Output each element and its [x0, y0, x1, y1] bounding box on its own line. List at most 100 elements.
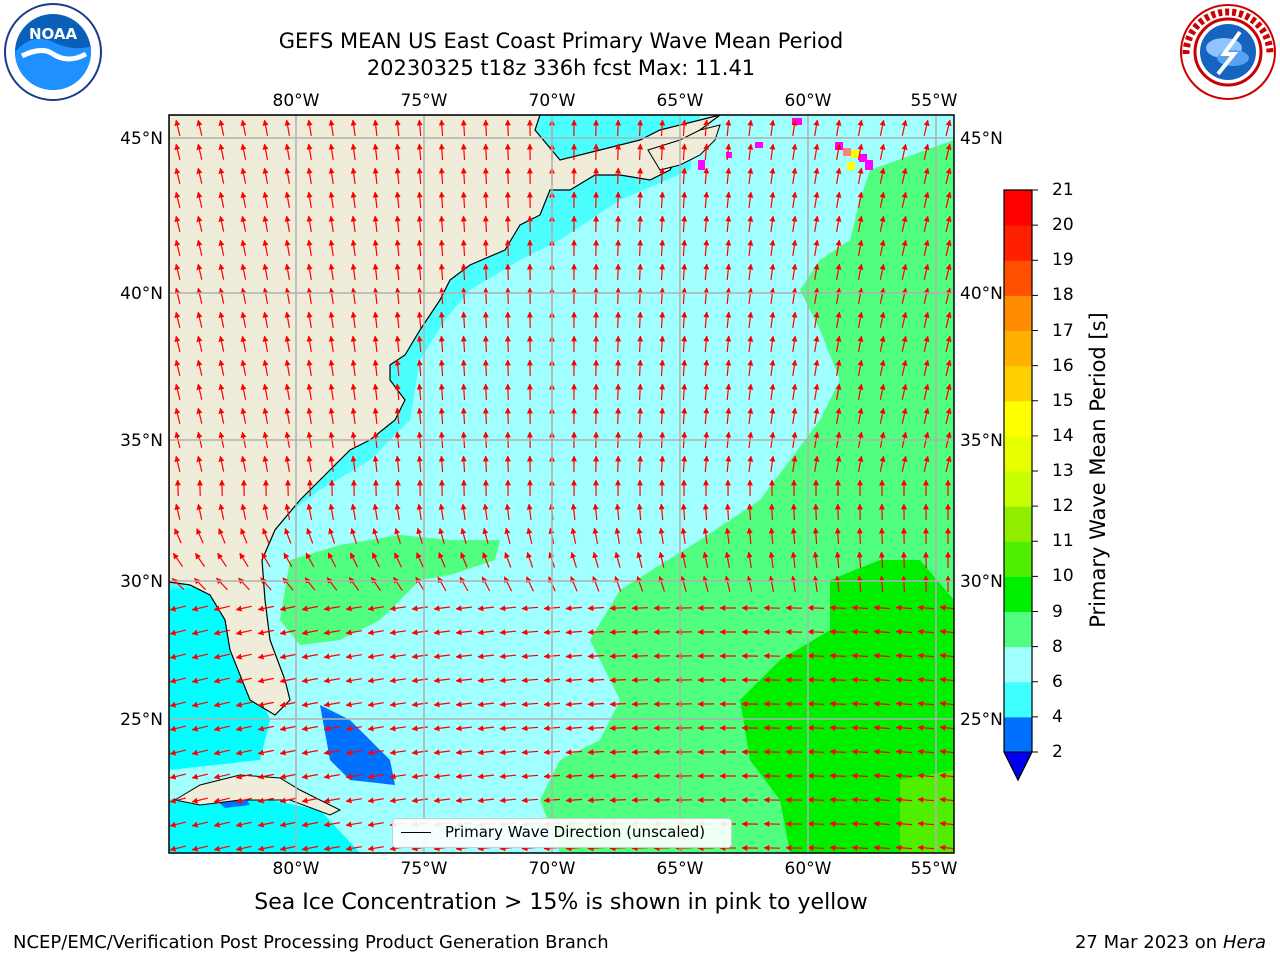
- wave-direction-arrow: [879, 335, 886, 352]
- wave-direction-arrow: [372, 455, 379, 472]
- wave-direction-arrow: [879, 383, 886, 400]
- wave-direction-arrow: [609, 629, 627, 636]
- wave-direction-arrow: [279, 797, 296, 804]
- wave-direction-arrow: [416, 527, 423, 544]
- wave-direction-arrow: [813, 239, 820, 256]
- wave-direction-arrow: [196, 215, 203, 232]
- wave-direction-arrow: [521, 797, 539, 804]
- wave-direction-arrow: [790, 551, 797, 568]
- wave-direction-arrow: [636, 575, 644, 592]
- wave-direction-arrow: [724, 575, 731, 592]
- wave-direction-arrow: [790, 527, 797, 545]
- wave-direction-arrow: [284, 287, 291, 305]
- wave-direction-arrow: [191, 653, 208, 660]
- wave-direction-arrow: [813, 335, 820, 352]
- wave-direction-arrow: [372, 167, 379, 184]
- wave-direction-arrow: [372, 407, 379, 424]
- wave-direction-arrow: [703, 167, 710, 185]
- colorbar-tick-label: 14: [1052, 425, 1074, 446]
- wave-direction-arrow: [218, 359, 225, 376]
- wave-direction-arrow: [218, 311, 225, 328]
- wave-direction-arrow: [659, 239, 666, 257]
- lat-label-left: 35°N: [120, 431, 163, 451]
- wave-direction-arrow: [747, 263, 754, 280]
- wave-direction-arrow: [659, 455, 666, 473]
- wave-direction-arrow: [813, 191, 820, 208]
- wave-direction-arrow: [416, 335, 423, 353]
- wave-direction-arrow: [895, 724, 913, 731]
- wave-direction-arrow: [681, 167, 688, 185]
- wave-direction-arrow: [438, 455, 445, 473]
- wave-direction-arrow: [262, 407, 269, 425]
- wave-direction-arrow: [279, 773, 296, 780]
- wave-direction-arrow: [438, 359, 445, 377]
- wave-direction-arrow: [901, 287, 908, 304]
- wave-direction-arrow: [703, 455, 710, 473]
- wave-direction-arrow: [301, 797, 319, 804]
- wave-direction-arrow: [504, 143, 511, 161]
- wave-direction-arrow: [637, 167, 644, 185]
- wave-direction-arrow: [681, 407, 688, 425]
- wave-direction-arrow: [262, 239, 269, 257]
- wave-direction-arrow: [637, 263, 644, 281]
- wave-direction-arrow: [213, 605, 230, 612]
- lon-label-top: 80°W: [273, 91, 320, 111]
- wave-direction-arrow: [615, 335, 622, 353]
- wave-direction-arrow: [235, 797, 252, 804]
- wave-direction-arrow: [191, 821, 208, 828]
- wave-direction-arrow: [923, 407, 930, 424]
- colorbar-bin: [1004, 646, 1032, 683]
- wave-direction-arrow: [835, 383, 842, 401]
- wave-direction-arrow: [615, 359, 622, 377]
- wave-direction-arrow: [791, 263, 798, 280]
- wave-direction-arrow: [615, 455, 622, 473]
- wave-direction-arrow: [521, 653, 539, 660]
- lon-label-bottom: 80°W: [273, 859, 320, 879]
- wave-direction-arrow: [323, 821, 341, 828]
- wave-direction-arrow: [372, 215, 379, 232]
- wave-direction-arrow: [856, 527, 863, 545]
- wave-direction-arrow: [835, 359, 842, 377]
- wave-direction-arrow: [306, 407, 313, 424]
- wave-direction-arrow: [879, 191, 886, 208]
- wave-direction-arrow: [482, 191, 489, 209]
- wave-direction-arrow: [323, 677, 341, 684]
- wave-direction-arrow: [328, 383, 335, 400]
- wave-direction-arrow: [587, 797, 605, 804]
- colorbar-tick-label: 8: [1052, 636, 1063, 657]
- wave-direction-arrow: [174, 287, 181, 304]
- wave-direction-arrow: [218, 287, 225, 304]
- wave-direction-arrow: [477, 749, 495, 756]
- wave-direction-arrow: [174, 119, 181, 136]
- wave-direction-arrow: [389, 773, 406, 780]
- wave-direction-arrow: [174, 479, 181, 497]
- wave-direction-arrow: [196, 263, 203, 280]
- wave-direction-arrow: [460, 455, 467, 473]
- wave-direction-arrow: [829, 796, 847, 803]
- wave-direction-arrow: [747, 119, 754, 136]
- wave-direction-arrow: [945, 455, 952, 472]
- wave-direction-arrow: [460, 335, 467, 353]
- wave-direction-arrow: [791, 335, 798, 352]
- wave-direction-arrow: [856, 551, 863, 569]
- wave-direction-arrow: [367, 725, 384, 732]
- wave-direction-arrow: [829, 700, 847, 707]
- wave-direction-arrow: [901, 359, 908, 376]
- wave-direction-arrow: [769, 407, 776, 424]
- wave-direction-arrow: [746, 551, 753, 568]
- wave-direction-arrow: [917, 652, 935, 659]
- wave-direction-arrow: [851, 628, 869, 635]
- wave-direction-arrow: [658, 551, 665, 568]
- wave-direction-arrow: [238, 577, 250, 591]
- wave-direction-arrow: [857, 455, 864, 473]
- wave-direction-arrow: [659, 119, 666, 137]
- wave-direction-arrow: [834, 503, 841, 521]
- wave-direction-arrow: [169, 701, 186, 708]
- wave-direction-arrow: [504, 263, 511, 281]
- wave-direction-arrow: [565, 605, 583, 612]
- nws-logo: [1180, 4, 1276, 100]
- noaa-logo: NOAA: [4, 3, 102, 101]
- wave-direction-arrow: [895, 676, 913, 683]
- wave-direction-arrow: [521, 605, 539, 612]
- wave-direction-arrow: [284, 215, 291, 233]
